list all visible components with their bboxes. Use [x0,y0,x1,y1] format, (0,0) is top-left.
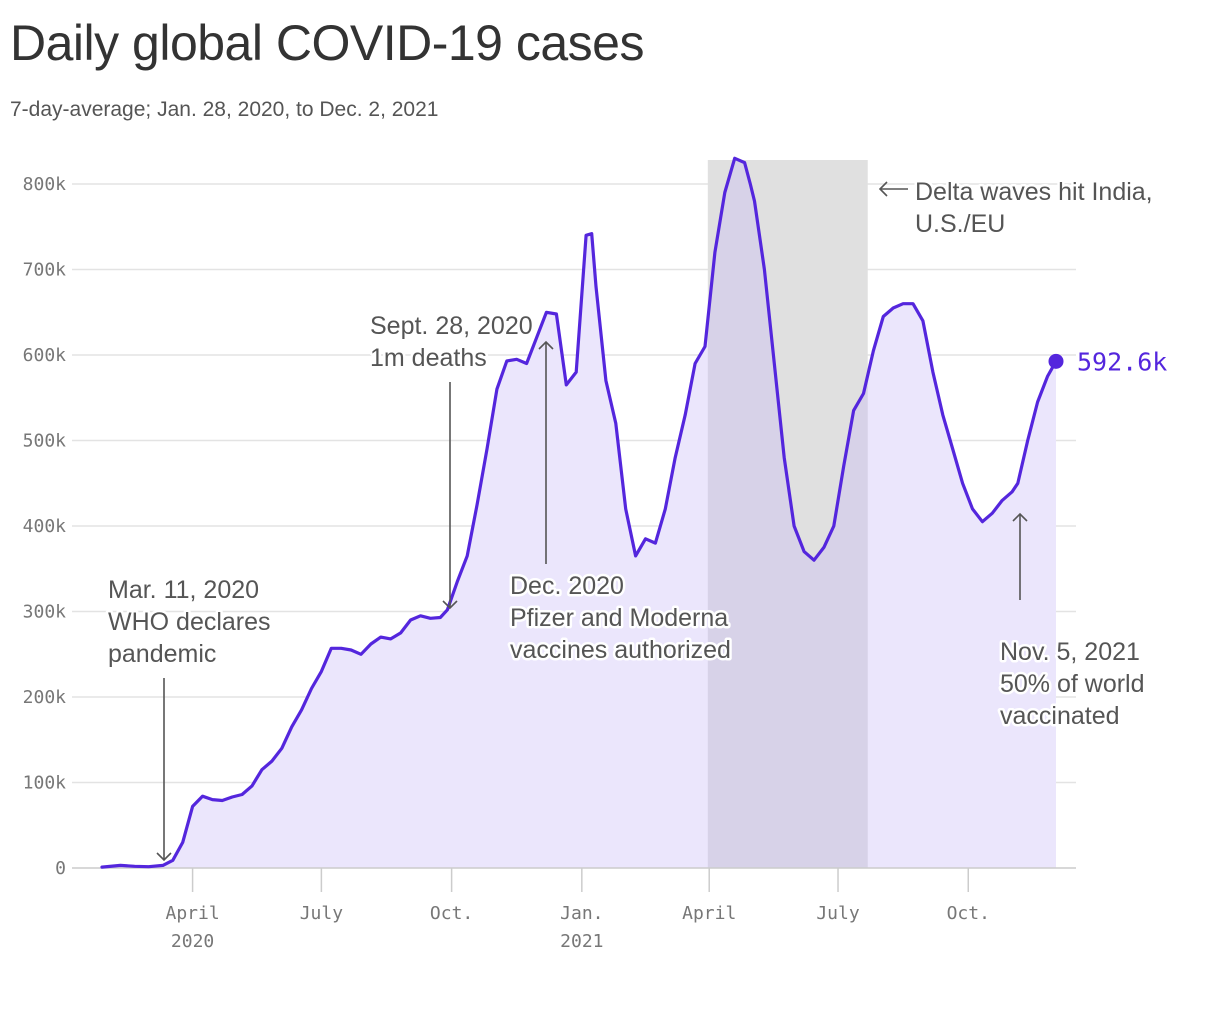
series-line [100,156,1058,869]
annotation-text: U.S./EU [915,210,1005,238]
y-tick-label: 500k [23,431,67,452]
annotation-delta: Delta waves hit India, U.S./EU [878,176,1155,241]
annotation-text: Pfizer and Moderna [510,604,728,632]
y-tick-label: 600k [23,345,67,366]
annotation-text: pandemic [108,640,216,668]
annotation-text: Mar. 11, 2020 [108,576,259,604]
annotation-arrow-head [442,600,458,610]
y-tick-label: 700k [23,260,67,281]
chart-title: Daily global COVID-19 cases [10,15,645,71]
y-tick-label: 800k [23,174,67,195]
end-point-dot [1048,353,1064,369]
annotation-world: Nov. 5, 2021 50% of world vaccinated [998,512,1147,733]
annotation-arrow-head [878,181,888,197]
annotation-text: vaccinated [1000,702,1120,730]
annotation-arrow-head [538,340,554,350]
annotation-arrow-head [156,852,172,862]
series-line-layer [100,156,1058,869]
annotation-who: Mar. 11, 2020 WHO declares pandemic [106,574,273,862]
y-tick-label: 0 [55,858,66,879]
annotation-text: Nov. 5, 2021 [1000,638,1140,666]
x-tick-label: April [682,903,736,924]
annotations: Mar. 11, 2020 WHO declares pandemic Sept. 2… [106,176,1155,862]
x-tick-label: July [300,903,344,924]
x-tick-sublabel: 2021 [560,931,603,952]
annotation-deaths: Sept. 28, 2020 1m deaths [368,310,535,610]
annotation-text: Dec. 2020 [510,572,624,600]
shaded-overlap [707,160,868,868]
band-area-overlap [707,160,868,868]
annotation-text: WHO declares [108,608,271,636]
x-tick-label: Oct. [947,903,990,924]
x-tick-label: April [165,903,219,924]
y-axis: 0 100k 200k 300k 400k 500k 600k 700k 800k [23,174,67,879]
annotation-vaccines: Dec. 2020 Pfizer and Moderna vaccines auth… [508,340,733,667]
annotation-arrow-head [1012,512,1028,522]
annotation-text: vaccines authorized [510,636,731,664]
y-tick-label: 100k [23,773,67,794]
area-layer [102,158,1056,869]
annotation-text: Sept. 28, 2020 [370,312,533,340]
series-area [102,158,1056,869]
annotation-text: Delta waves hit India, [915,178,1153,206]
x-tick-label: Oct. [430,903,473,924]
y-tick-label: 300k [23,602,67,623]
x-tick-sublabel: 2020 [171,931,214,952]
x-tick-label: Jan. [560,903,603,924]
annotation-text: 1m deaths [370,344,487,372]
chart-subtitle: 7-day-average; Jan. 28, 2020, to Dec. 2,… [10,98,439,121]
end-point-label: 592.6k [1077,347,1167,376]
end-point-layer: 592.6k [1048,347,1167,376]
x-tick-label: July [816,903,860,924]
y-tick-label: 400k [23,516,67,537]
annotation-text: 50% of world [1000,670,1145,698]
y-tick-label: 200k [23,687,67,708]
x-axis: April 2020 July Oct. Jan. 2021 April July Oct. [165,868,990,952]
